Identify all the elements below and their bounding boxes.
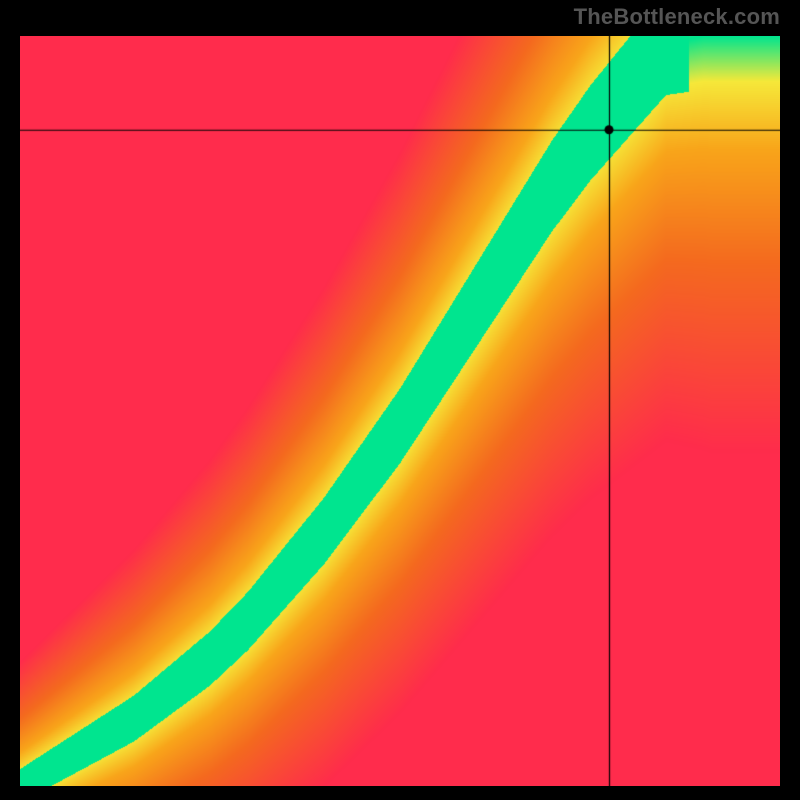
watermark-text: TheBottleneck.com xyxy=(574,4,780,30)
heatmap-canvas xyxy=(20,36,780,786)
bottleneck-heatmap xyxy=(20,36,780,786)
